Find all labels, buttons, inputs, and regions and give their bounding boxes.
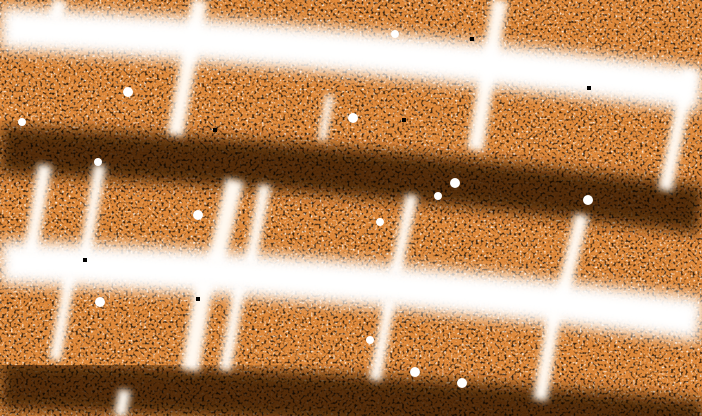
pixel	[196, 297, 200, 301]
spot	[366, 336, 374, 344]
stripe	[114, 388, 131, 416]
spot	[193, 210, 203, 220]
white-band	[0, 240, 702, 342]
stripe	[318, 94, 334, 141]
white-band	[0, 6, 702, 112]
spot	[94, 158, 102, 166]
spot	[457, 378, 467, 388]
pixel	[213, 128, 217, 132]
stripe	[369, 298, 396, 382]
pixel	[587, 86, 591, 90]
pixel	[83, 258, 87, 262]
white-bands	[0, 6, 702, 342]
spot	[434, 192, 442, 200]
pixel	[470, 37, 474, 41]
spot	[391, 30, 399, 38]
stripe	[181, 278, 214, 372]
stripe	[389, 193, 418, 277]
pixel	[402, 118, 406, 122]
dark-pixels	[83, 37, 591, 301]
stripe	[23, 163, 52, 257]
spot	[123, 87, 133, 97]
bright-spots	[18, 30, 593, 388]
spot	[348, 113, 358, 123]
stripe	[49, 273, 76, 362]
stripe	[219, 283, 246, 372]
stripe	[244, 183, 271, 267]
spot	[450, 178, 460, 188]
spot	[18, 118, 26, 126]
stripe	[206, 177, 244, 268]
spot	[95, 297, 105, 307]
spot	[410, 367, 420, 377]
spot	[376, 218, 384, 226]
stripe	[533, 308, 562, 402]
spot	[583, 195, 593, 205]
stripe	[79, 164, 106, 256]
